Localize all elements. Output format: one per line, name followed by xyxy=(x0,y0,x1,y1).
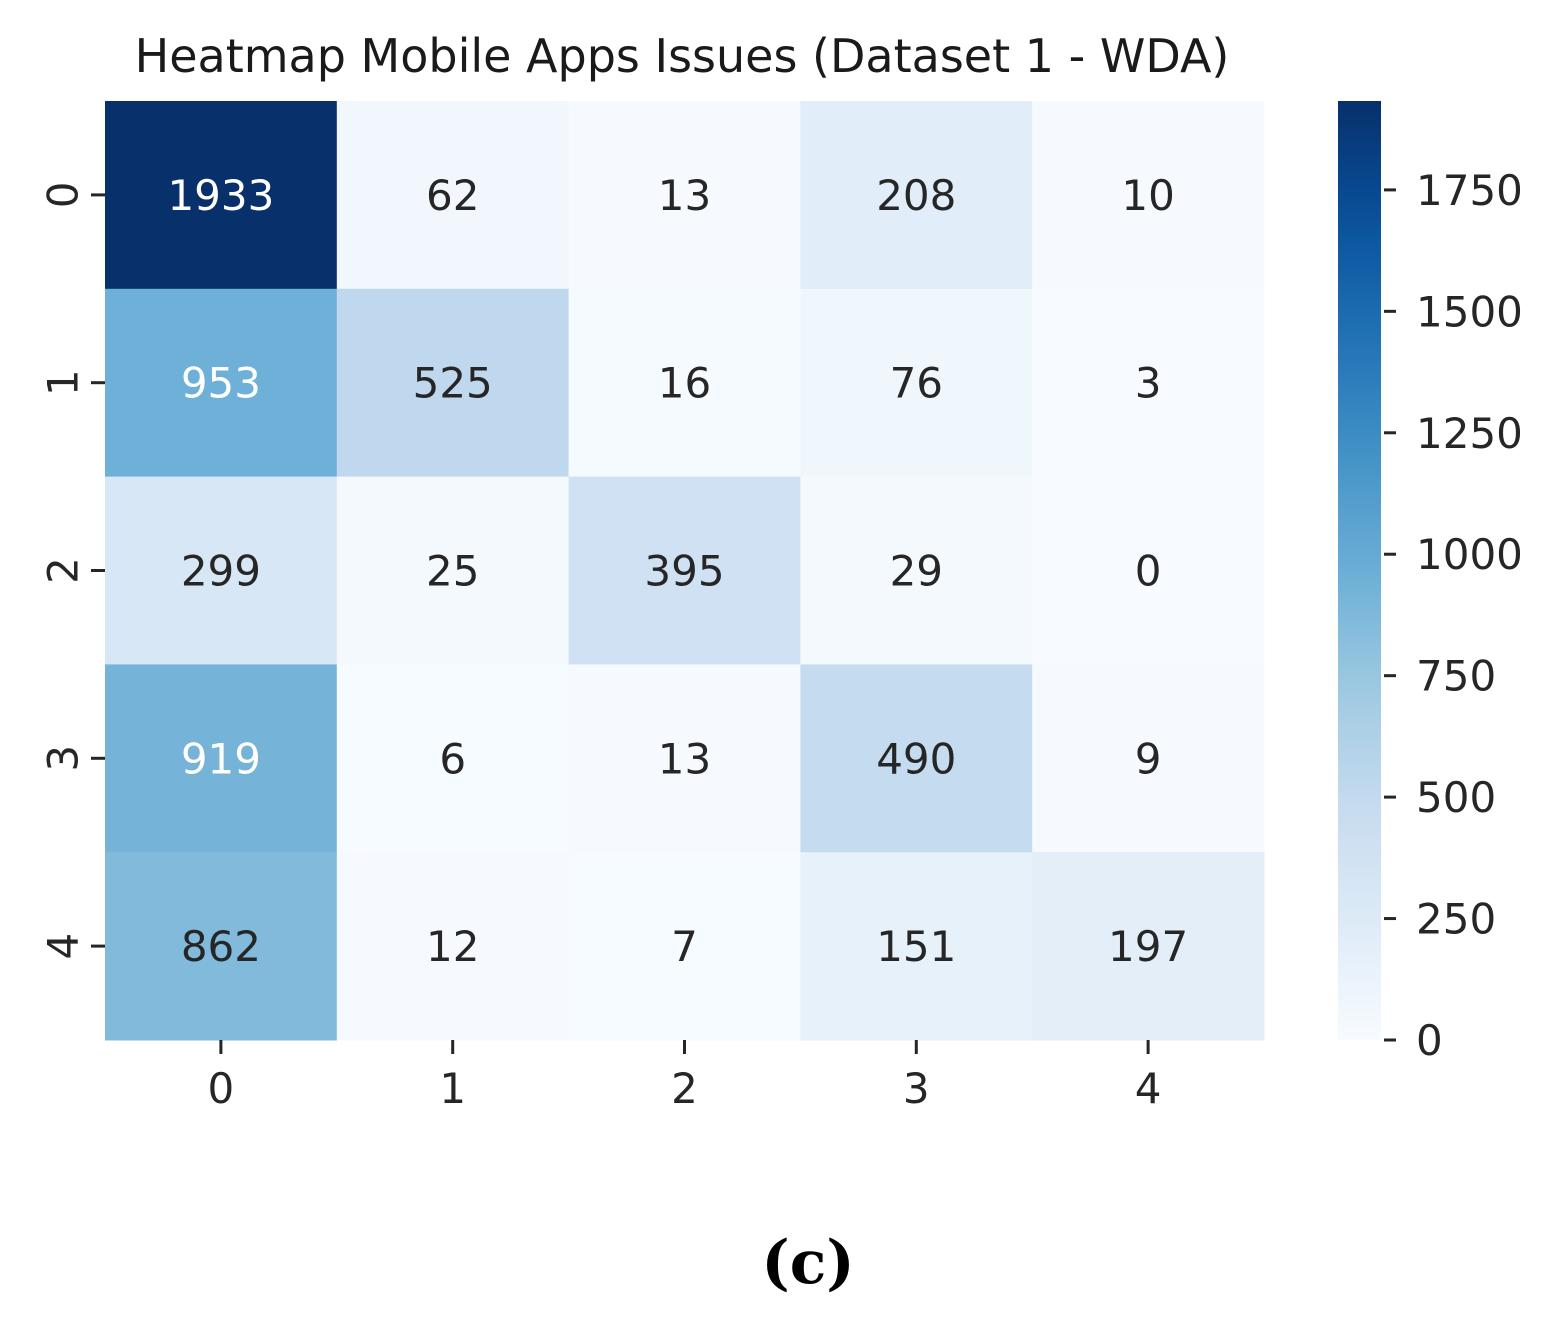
cell-value-label: 953 xyxy=(181,359,261,408)
heatmap-cell-r0-c3 xyxy=(800,101,1033,290)
cell-value-label: 6 xyxy=(439,734,466,783)
x-tick-label: 4 xyxy=(1135,1064,1162,1113)
x-tick-label: 1 xyxy=(439,1064,466,1113)
cell-value-label: 12 xyxy=(426,922,479,971)
heatmap-cell-r4-c2 xyxy=(568,852,801,1041)
cell-value-label: 197 xyxy=(1108,922,1188,971)
x-tick-label: 2 xyxy=(671,1064,698,1113)
y-tick-label: 2 xyxy=(39,557,88,584)
heatmap-cell-r2-c1 xyxy=(336,476,570,665)
y-axis: 0 1 2 3 4 xyxy=(39,182,105,960)
x-tick-label: 0 xyxy=(208,1064,235,1113)
cell-value-label: 13 xyxy=(658,734,711,783)
y-tick-label: 3 xyxy=(39,745,88,772)
cell-value-label: 1933 xyxy=(167,171,274,220)
cell-value-label: 25 xyxy=(426,547,479,596)
heatmap-cell-r2-c0 xyxy=(105,476,338,665)
colorbar-gradient xyxy=(1338,101,1381,1040)
heatmap-cell-r4-c3 xyxy=(800,852,1033,1041)
cell-value-label: 10 xyxy=(1121,171,1174,220)
cell-value-label: 299 xyxy=(181,547,261,596)
heatmap-cells xyxy=(105,101,1265,1041)
heatmap-cell-r1-c4 xyxy=(1032,288,1265,478)
heatmap-cell-r3-c0 xyxy=(105,664,338,853)
colorbar-tick-label: 1500 xyxy=(1416,287,1523,336)
y-tick-label: 1 xyxy=(39,369,88,396)
heatmap-cell-r4-c4 xyxy=(1032,852,1265,1041)
heatmap-cell-r0-c2 xyxy=(568,101,801,290)
cell-value-label: 0 xyxy=(1135,547,1162,596)
cell-value-label: 13 xyxy=(658,171,711,220)
heatmap-cell-r3-c4 xyxy=(1032,664,1265,853)
heatmap-cell-r3-c2 xyxy=(568,664,801,853)
colorbar-tick-label: 0 xyxy=(1416,1016,1443,1065)
heatmap-cell-r1-c1 xyxy=(336,288,570,478)
panel-label: (c) xyxy=(761,1228,854,1298)
cell-value-label: 29 xyxy=(890,547,943,596)
y-tick-label: 4 xyxy=(39,933,88,960)
y-tick-label: 0 xyxy=(39,182,88,209)
colorbar-tick-label: 750 xyxy=(1416,652,1496,701)
heatmap-cell-r2-c2 xyxy=(568,476,801,665)
heatmap-cell-r1-c2 xyxy=(568,288,801,478)
colorbar: 0 250 500 750 1000 1250 1500 1750 xyxy=(1338,101,1523,1065)
cell-value-label: 151 xyxy=(876,922,956,971)
heatmap-cell-r4-c0 xyxy=(105,852,338,1041)
heatmap-cell-r4-c1 xyxy=(336,852,570,1041)
heatmap-cell-r0-c0 xyxy=(105,101,338,290)
cell-value-label: 62 xyxy=(426,171,479,220)
colorbar-tick-label: 1250 xyxy=(1416,409,1523,458)
cell-value-label: 490 xyxy=(876,734,956,783)
heatmap-cell-r3-c1 xyxy=(336,664,570,853)
chart-title: Heatmap Mobile Apps Issues (Dataset 1 - … xyxy=(135,29,1230,83)
cell-value-label: 208 xyxy=(876,171,956,220)
heatmap-cell-r3-c3 xyxy=(800,664,1033,853)
heatmap-cell-r2-c3 xyxy=(800,476,1033,665)
heatmap-cell-r0-c4 xyxy=(1032,101,1265,290)
cell-value-label: 862 xyxy=(181,922,261,971)
heatmap-cell-r0-c1 xyxy=(336,101,570,290)
colorbar-tick-label: 250 xyxy=(1416,895,1496,944)
heatmap-cell-r1-c0 xyxy=(105,288,338,478)
colorbar-tick-label: 1750 xyxy=(1416,166,1523,215)
heatmap-cell-r1-c3 xyxy=(800,288,1033,478)
x-axis: 0 1 2 3 4 xyxy=(208,1040,1162,1113)
cell-value-label: 919 xyxy=(181,734,261,783)
cell-value-label: 16 xyxy=(658,359,711,408)
cell-value-label: 7 xyxy=(671,922,698,971)
colorbar-tick-label: 1000 xyxy=(1416,530,1523,579)
heatmap-cell-labels: 1933 62 13 208 10 953 525 16 76 3 299 25 395 29 0 919 6 1… xyxy=(167,171,1188,971)
cell-value-label: 9 xyxy=(1135,734,1162,783)
colorbar-tick-label: 500 xyxy=(1416,773,1496,822)
cell-value-label: 3 xyxy=(1135,359,1162,408)
cell-value-label: 395 xyxy=(644,547,724,596)
heatmap-cell-r2-c4 xyxy=(1032,476,1265,665)
cell-value-label: 76 xyxy=(890,359,943,408)
cell-value-label: 525 xyxy=(413,359,493,408)
x-tick-label: 3 xyxy=(903,1064,930,1113)
